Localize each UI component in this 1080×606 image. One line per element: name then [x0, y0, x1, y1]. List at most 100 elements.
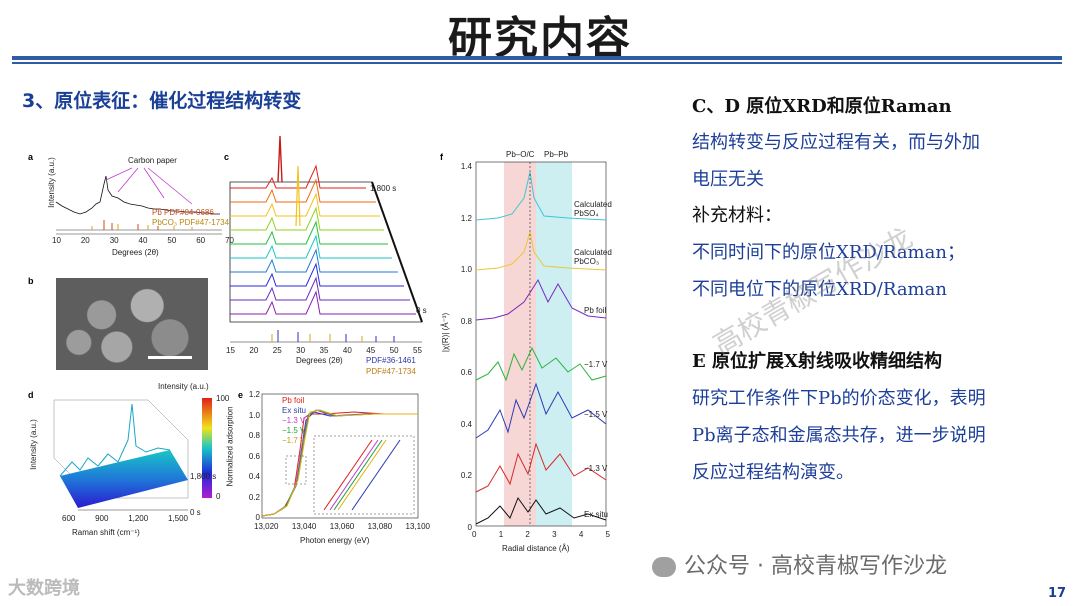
- panel-d-colorbar-min: 0: [216, 492, 221, 501]
- panel-f-curve-1: Calculated PbCO₃: [574, 248, 612, 266]
- tick: 1.2: [460, 213, 472, 223]
- tick: 1.0: [460, 265, 472, 275]
- panel-f: Pb–O/C Pb–Pb |χ(R)| (Å⁻³) 0 0.2 0.4 0.6 0.8 1…: [441, 148, 618, 558]
- panel-f-curve-6: Ex situ: [584, 510, 609, 519]
- panel-e-legend-1: Ex situ: [282, 406, 307, 415]
- panel-d-time-bottom: 0 s: [190, 508, 201, 517]
- panel-c-xlabel: Degrees (2θ): [296, 356, 343, 365]
- panel-f-plot: [475, 161, 607, 527]
- panel-e: Pb foil Ex situ −1.3 V −1.5 V −1.7 V Nor…: [226, 390, 432, 558]
- tick: 4: [578, 530, 584, 539]
- panel-e-legend-4: −1.7 V: [282, 436, 306, 445]
- panel-c-ticks: 15 20 25 30 35 40 45 50 55: [226, 346, 422, 355]
- panel-d-label: d: [28, 390, 34, 400]
- panel-c-time-bottom: 0 s: [416, 306, 427, 315]
- panel-f-region1: Pb–O/C: [506, 150, 535, 159]
- tick: 1,200: [128, 514, 149, 523]
- panel-c-label: c: [224, 152, 230, 162]
- tick: 70: [225, 236, 234, 245]
- panel-e-plot: [261, 393, 419, 519]
- panel-d-colorbar-max: 100: [216, 394, 230, 403]
- text-line: 研究工作条件下Pb的价态变化，表明: [692, 388, 986, 409]
- logo: 大数跨境: [8, 578, 80, 599]
- tick: 13,040: [291, 522, 317, 531]
- panel-c-legend-1: PDF#47-1734: [366, 367, 416, 376]
- tick: 55: [413, 346, 422, 355]
- panel-e-xticks: 13,020 13,040 13,060 13,080 13,100: [254, 522, 430, 531]
- tick: 0: [255, 513, 260, 522]
- tick: 15: [226, 346, 235, 355]
- tick: 13,080: [367, 522, 393, 531]
- panel-f-label: f: [440, 152, 443, 162]
- tick: 40: [138, 236, 148, 245]
- tick: 0.8: [460, 316, 472, 326]
- panel-e-label: e: [238, 390, 244, 400]
- section-subtitle: 3、原位表征：催化过程结构转变: [22, 90, 302, 112]
- panel-e-legend-2: −1.3 V: [282, 416, 306, 425]
- tick: 1: [498, 530, 504, 539]
- panel-f-region2: Pb–Pb: [544, 150, 569, 159]
- panel-a: Carbon paper Intensity (a.u.) Pb PDF#04-…: [47, 154, 234, 272]
- panel-a-label: a: [28, 152, 34, 162]
- heading-xrd-raman: C、D 原位XRD和原位Raman: [692, 96, 952, 117]
- panel-a-xlabel: Degrees (2θ): [112, 248, 159, 257]
- panel-a-ticks: 10 20 30 40 50 60 70: [52, 236, 234, 245]
- scale-bar: [148, 356, 192, 359]
- wechat-icon: [652, 557, 676, 577]
- panel-a-plot: [55, 167, 222, 235]
- tick: 0.4: [460, 419, 472, 429]
- panel-f-curve-5: −1.3 V: [584, 464, 608, 473]
- footer-text: 公众号 · 高校青椒写作沙龙: [684, 554, 947, 579]
- tick: 0: [467, 522, 472, 532]
- panel-f-curve-0: Calculated PbSO₄: [574, 200, 612, 218]
- panel-c: 1,800 s 0 s 15 20 25 30 35 40 45 50 55 Degrees (…: [226, 126, 436, 382]
- panel-d-ticks: 600 900 1,200 1,500: [62, 514, 188, 523]
- panel-d: Intensity (a.u.) 100 0 Intensity (a.u.) …: [29, 380, 234, 548]
- tick: 30: [296, 346, 306, 355]
- panel-d-time-top: 1,800 s: [190, 472, 217, 481]
- tick: 50: [167, 236, 177, 245]
- heading-exafs: E 原位扩展X射线吸收精细结构: [692, 351, 942, 372]
- tick: 45: [366, 346, 376, 355]
- heading-supplement: 补充材料：: [692, 205, 782, 226]
- panel-c-plot: [229, 135, 423, 343]
- panel-b-label: b: [28, 276, 34, 286]
- tick: 10: [52, 236, 61, 245]
- text-line: 电压无关: [692, 169, 764, 190]
- tick: 13,020: [254, 522, 279, 531]
- tick: 35: [319, 346, 329, 355]
- panel-f-xticks: 0 1 2 3 4 5: [472, 530, 610, 539]
- tick: 0.6: [248, 451, 260, 461]
- slide-title: 研究内容: [448, 13, 632, 64]
- tick: 0.4: [248, 472, 260, 481]
- tick: 2: [525, 530, 530, 539]
- tick: 0.2: [460, 471, 472, 481]
- panel-e-legend-3: −1.5 V: [282, 426, 306, 435]
- text-line: 不同电位下的原位XRD/Raman: [692, 279, 947, 300]
- tick: 600: [62, 514, 76, 523]
- tick: 13,100: [405, 522, 430, 531]
- panel-d-colorbar-title: Intensity (a.u.): [158, 382, 209, 391]
- tick: 0.6: [460, 368, 472, 378]
- panel-a-ylabel: Intensity (a.u.): [46, 157, 56, 208]
- panel-e-ylabel: Normalized adsorption: [225, 406, 235, 487]
- tick: 13,060: [329, 522, 355, 531]
- text-line: 结构转变与反应过程有关，而与外加: [692, 132, 980, 153]
- tick: 40: [342, 346, 352, 355]
- panel-f-yticks: 0 0.2 0.4 0.6 0.8 1.0 1.2 1.4: [456, 162, 472, 532]
- page-number: 17: [1048, 586, 1067, 601]
- tick: 1.0: [248, 410, 260, 420]
- text-line: 反应过程结构演变。: [692, 462, 854, 483]
- panel-c-legend-0: PDF#36-1461: [366, 356, 416, 365]
- figure: a Carbon paper Intensity (a.u.) Pb PDF#0…: [20, 118, 620, 558]
- text-line: Pb离子态和金属态共存，进一步说明: [692, 425, 986, 446]
- colorbar: [202, 398, 212, 498]
- panel-f-ylabel: |χ(R)| (Å⁻³): [441, 312, 451, 353]
- panel-d-ylabel: Intensity (a.u.): [28, 419, 38, 470]
- text-line: 不同时间下的原位XRD/Raman；: [692, 242, 965, 263]
- panel-a-legend-1: PbCO₃ PDF#47-1734: [152, 218, 230, 227]
- tick: 25: [272, 346, 282, 355]
- tick: 0: [472, 530, 477, 539]
- panel-f-curve-4: −1.5 V: [584, 410, 608, 419]
- panel-d-xlabel: Raman shift (cm⁻¹): [72, 528, 140, 537]
